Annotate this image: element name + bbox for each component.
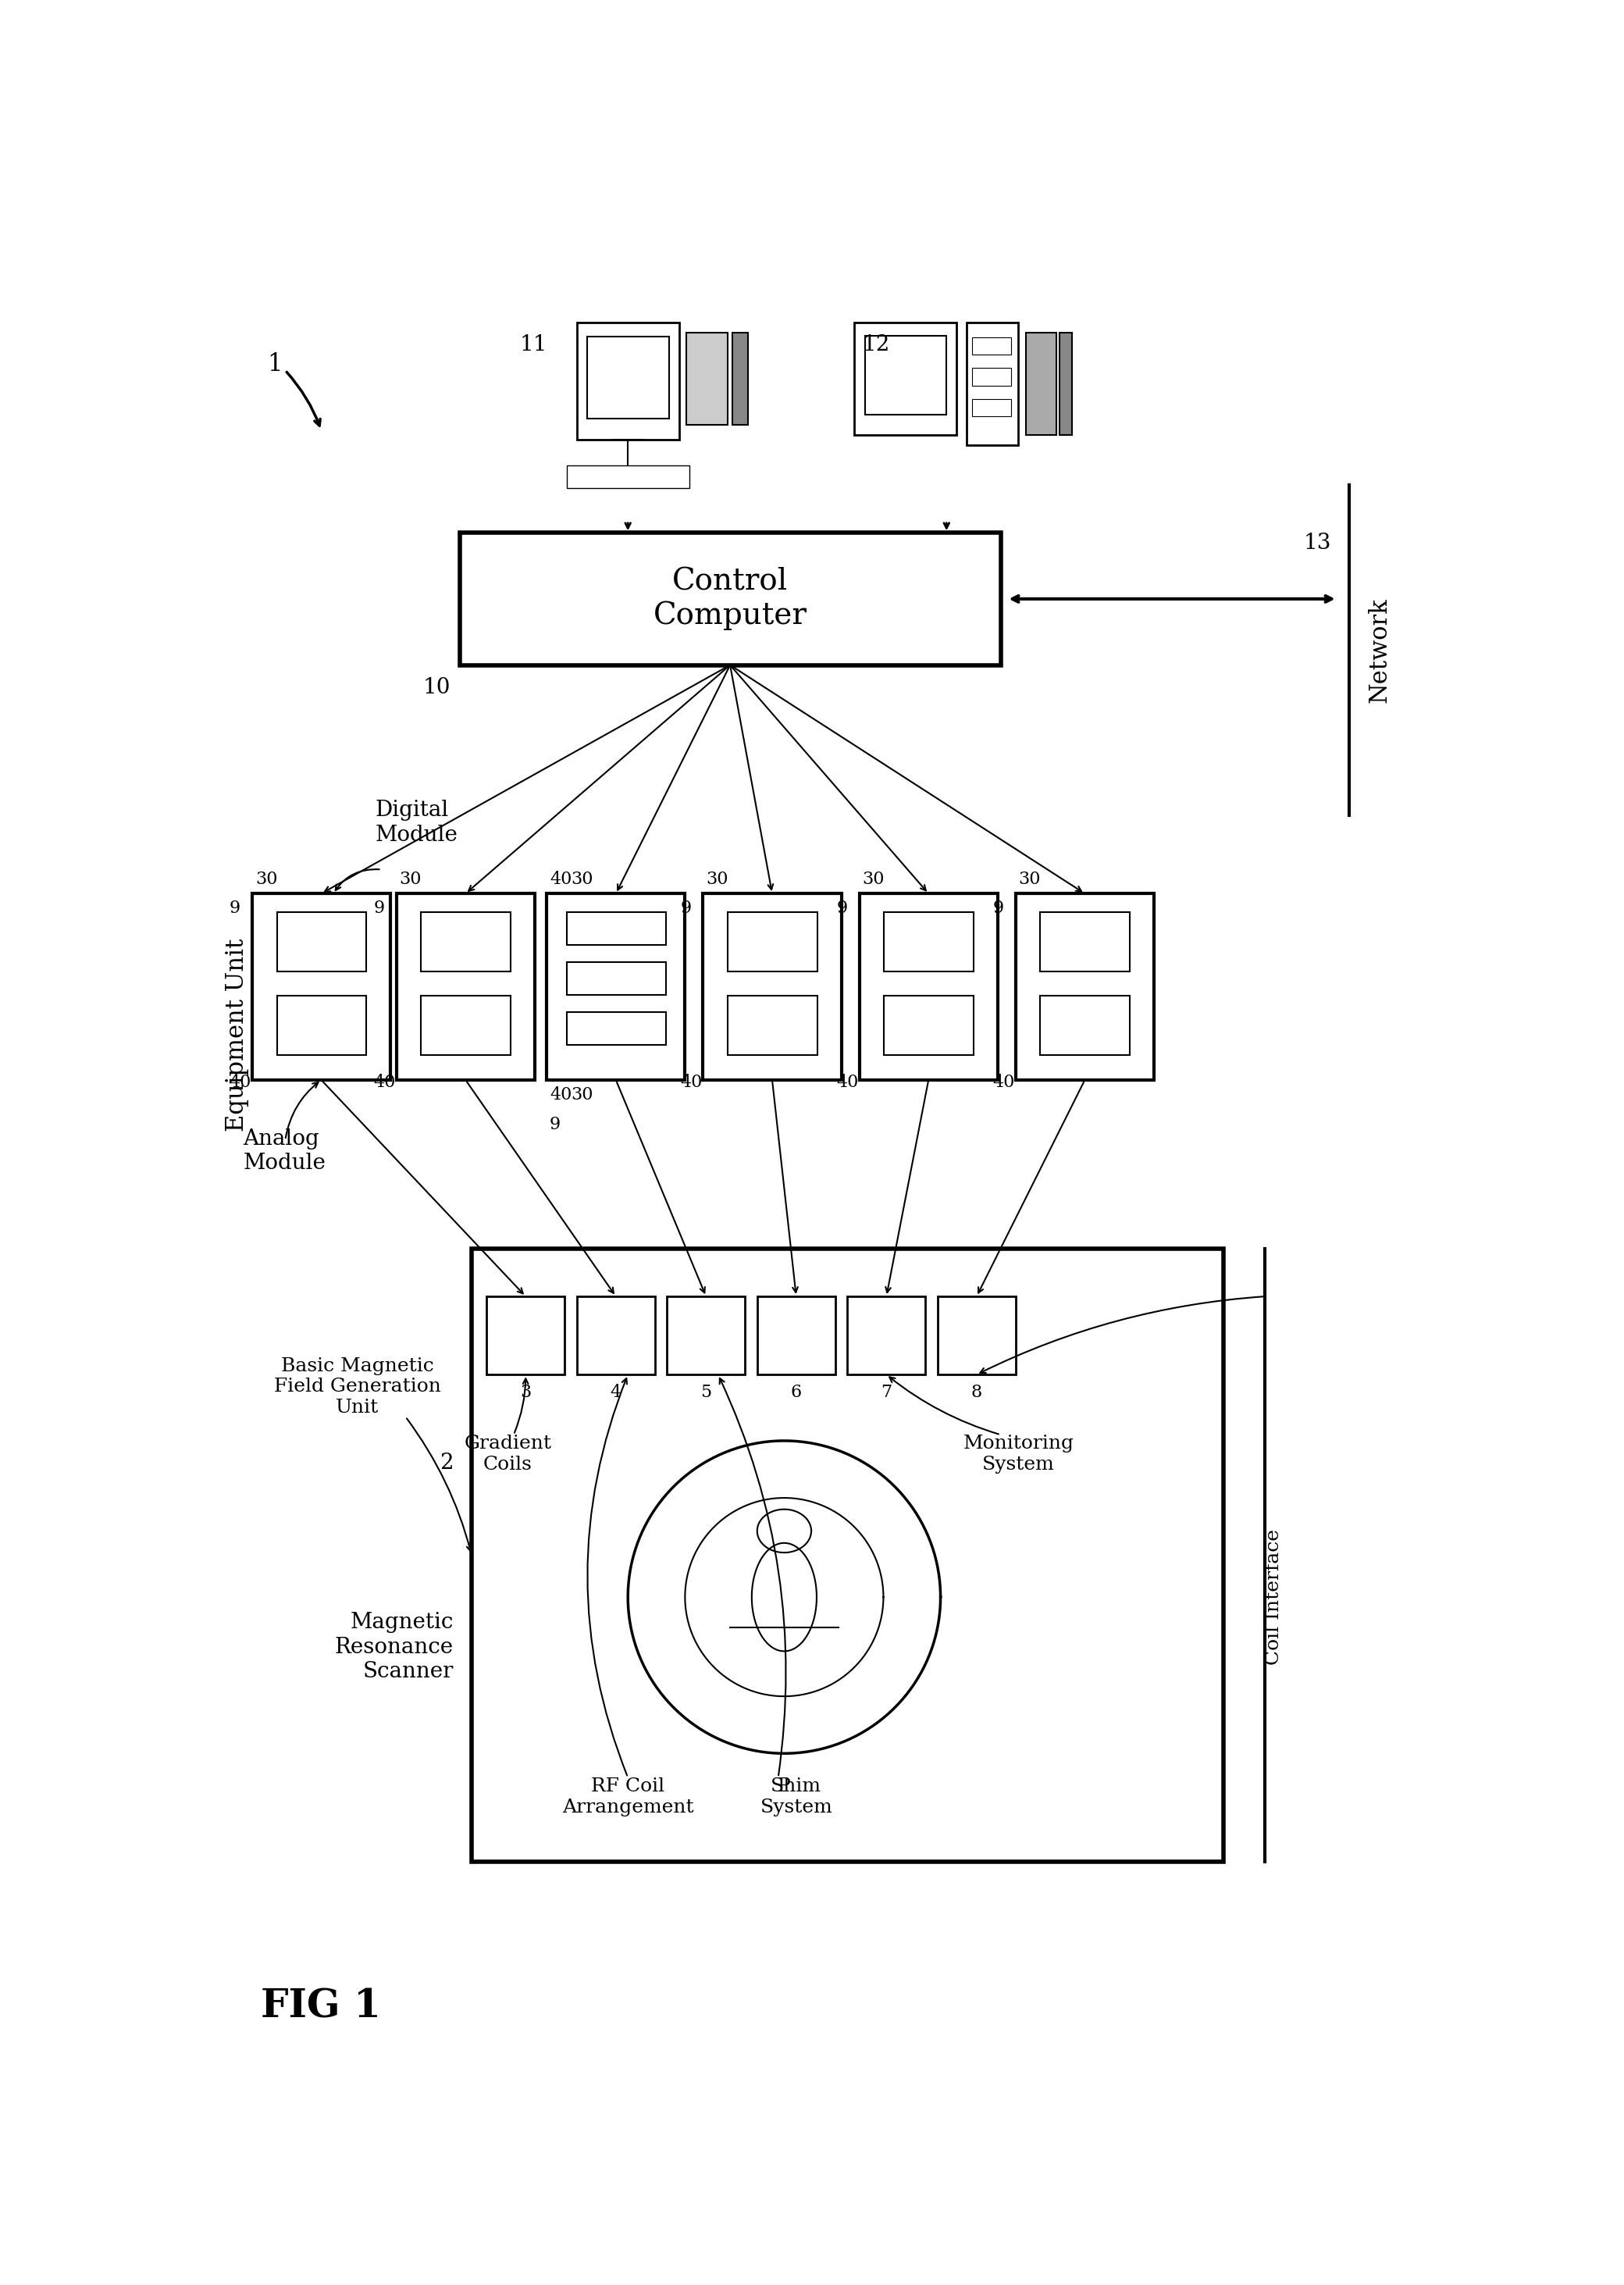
Text: 30: 30 xyxy=(570,871,593,887)
Bar xyxy=(487,1296,565,1376)
Bar xyxy=(703,893,841,1081)
Text: RF Coil
Arrangement: RF Coil Arrangement xyxy=(562,1778,693,1817)
Bar xyxy=(276,912,367,971)
Bar xyxy=(547,893,685,1081)
Text: 13: 13 xyxy=(1304,532,1332,553)
Text: Coil Interface: Coil Interface xyxy=(1265,1529,1283,1666)
Text: 40: 40 xyxy=(374,1074,396,1092)
Text: Control
Computer: Control Computer xyxy=(653,567,807,631)
Text: Digital
Module: Digital Module xyxy=(375,800,458,845)
Text: 40: 40 xyxy=(551,1085,572,1104)
Text: 9: 9 xyxy=(992,900,1004,916)
Text: 3: 3 xyxy=(520,1385,531,1401)
Bar xyxy=(577,322,679,439)
Text: 40: 40 xyxy=(229,1074,252,1092)
Text: P: P xyxy=(778,1778,791,1796)
Bar xyxy=(667,1296,745,1376)
Bar xyxy=(937,1296,1015,1376)
Text: 40: 40 xyxy=(551,871,572,887)
Bar xyxy=(421,996,510,1056)
Bar xyxy=(1041,912,1130,971)
Bar xyxy=(883,912,973,971)
Bar xyxy=(966,322,1018,446)
Bar xyxy=(276,996,367,1056)
Text: 9: 9 xyxy=(229,900,240,916)
Bar xyxy=(757,1296,835,1376)
Bar xyxy=(973,338,1012,354)
Bar xyxy=(252,893,390,1081)
Bar xyxy=(732,334,747,425)
Bar xyxy=(728,996,817,1056)
Text: 12: 12 xyxy=(862,334,890,356)
Bar xyxy=(577,1296,654,1376)
Text: 30: 30 xyxy=(1018,871,1041,887)
Text: 30: 30 xyxy=(862,871,885,887)
Bar xyxy=(973,398,1012,416)
Text: Gradient
Coils: Gradient Coils xyxy=(464,1435,552,1474)
Bar xyxy=(460,532,1000,665)
Bar xyxy=(854,322,957,434)
Text: FIG 1: FIG 1 xyxy=(261,1988,382,2027)
Bar xyxy=(973,368,1012,386)
Text: Equipment Unit: Equipment Unit xyxy=(226,939,250,1131)
Text: 30: 30 xyxy=(706,871,728,887)
Bar xyxy=(586,336,669,418)
Bar xyxy=(687,334,728,425)
Text: 40: 40 xyxy=(836,1074,859,1092)
Text: 4: 4 xyxy=(611,1385,622,1401)
Bar xyxy=(1059,334,1072,434)
Text: 5: 5 xyxy=(700,1385,711,1401)
Bar xyxy=(1015,893,1155,1081)
Text: 40: 40 xyxy=(992,1074,1015,1092)
Text: 9: 9 xyxy=(836,900,848,916)
Bar xyxy=(567,1012,666,1044)
Text: Shim
System: Shim System xyxy=(760,1778,833,1817)
Bar xyxy=(1026,334,1056,434)
Text: 9: 9 xyxy=(551,1115,560,1133)
Text: 7: 7 xyxy=(880,1385,892,1401)
Bar xyxy=(859,893,997,1081)
Bar xyxy=(883,996,973,1056)
Text: 2: 2 xyxy=(440,1453,453,1474)
Text: Monitoring
System: Monitoring System xyxy=(963,1435,1073,1474)
Bar xyxy=(567,962,666,996)
Bar xyxy=(567,912,666,946)
Text: 8: 8 xyxy=(971,1385,983,1401)
Text: Analog
Module: Analog Module xyxy=(244,1129,326,1174)
Bar xyxy=(1041,996,1130,1056)
Text: 30: 30 xyxy=(570,1085,593,1104)
Text: 6: 6 xyxy=(791,1385,802,1401)
Text: 40: 40 xyxy=(680,1074,702,1092)
Bar xyxy=(848,1296,926,1376)
Text: Magnetic
Resonance
Scanner: Magnetic Resonance Scanner xyxy=(335,1613,453,1682)
Text: 30: 30 xyxy=(400,871,422,887)
Text: 1: 1 xyxy=(268,352,283,377)
Text: Network: Network xyxy=(1367,596,1392,701)
Text: 9: 9 xyxy=(680,900,692,916)
Text: Basic Magnetic
Field Generation
Unit: Basic Magnetic Field Generation Unit xyxy=(274,1357,440,1417)
Bar xyxy=(471,1248,1223,1862)
Bar xyxy=(728,912,817,971)
Text: 11: 11 xyxy=(520,334,547,356)
Bar xyxy=(864,336,947,414)
Bar xyxy=(421,912,510,971)
Text: 9: 9 xyxy=(374,900,385,916)
Text: 10: 10 xyxy=(422,676,450,699)
Bar xyxy=(567,466,689,489)
Text: 30: 30 xyxy=(255,871,278,887)
Bar xyxy=(396,893,534,1081)
